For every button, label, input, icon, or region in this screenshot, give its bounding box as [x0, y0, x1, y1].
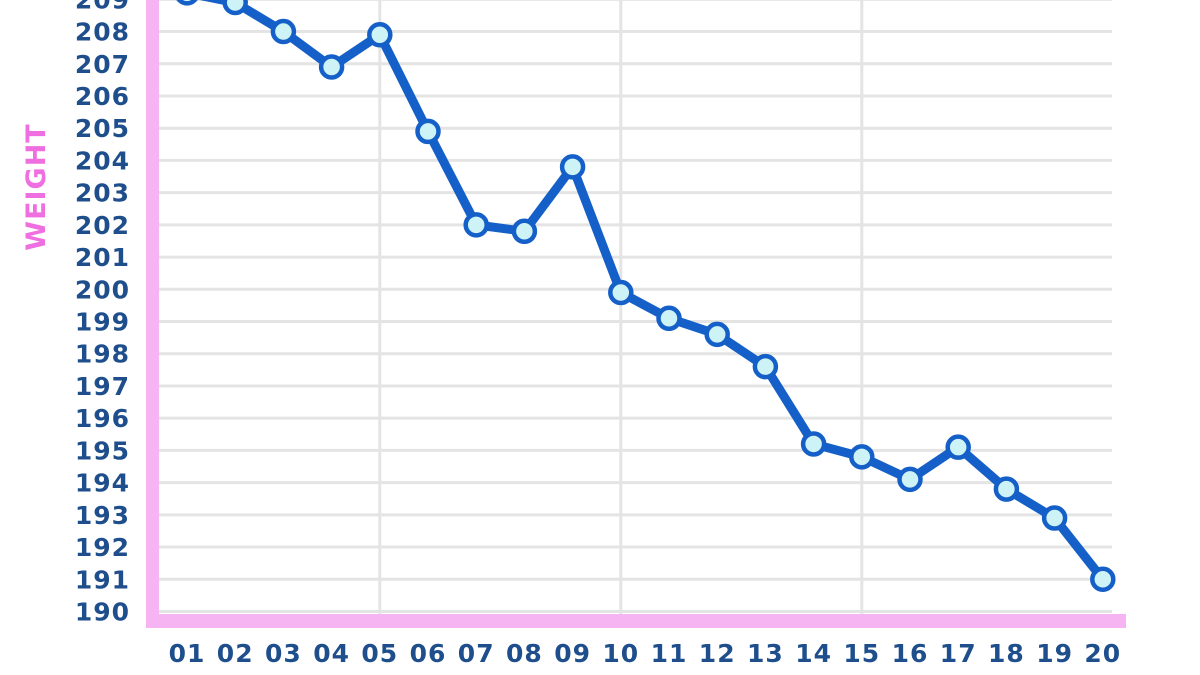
series-weight	[176, 0, 1116, 593]
y-tick-label: 207	[75, 50, 130, 79]
x-tick-label: 10	[602, 639, 639, 668]
data-point	[704, 321, 730, 348]
x-tick-label: 15	[843, 639, 880, 668]
y-tick-label: 204	[75, 146, 130, 175]
data-point	[222, 0, 248, 16]
data-point	[367, 22, 393, 48]
x-tick-label: 14	[795, 639, 832, 668]
y-tick-label: 208	[75, 18, 130, 47]
y-tick-label: 200	[75, 275, 130, 304]
x-tick-label: 11	[651, 639, 688, 668]
y-tick-labels: 190 191 192 193 194 195 196 197 198 199 200 201 202 2…	[75, 0, 130, 627]
axes	[146, 0, 1126, 628]
y-tick-label: 203	[75, 179, 130, 208]
x-tick-label: 06	[410, 639, 447, 668]
data-point	[608, 279, 634, 306]
x-tick-label: 17	[940, 639, 977, 668]
data-point	[752, 353, 779, 380]
data-point	[800, 431, 827, 457]
x-tick-label: 18	[988, 639, 1025, 668]
data-point	[1090, 566, 1116, 593]
x-tick-label: 02	[217, 639, 254, 668]
data-point	[993, 476, 1020, 502]
y-tick-label: 201	[75, 243, 130, 272]
y-tick-label: 193	[75, 501, 130, 530]
data-point	[897, 466, 923, 493]
y-tick-label: 190	[75, 598, 130, 627]
data-point	[849, 444, 875, 470]
x-tick-labels: 01 02 03 04 05 06 07 08 09 10 11 12 13 14 15 16 17 18 19 20	[169, 639, 1121, 668]
y-tick-label: 196	[75, 404, 130, 433]
y-axis-line	[146, 0, 159, 628]
y-tick-label: 206	[75, 82, 130, 111]
data-point	[270, 18, 297, 45]
y-tick-label: 197	[75, 372, 130, 401]
x-tick-label: 20	[1084, 639, 1121, 668]
data-point	[1041, 505, 1068, 531]
y-tick-label: 192	[75, 533, 130, 562]
data-point	[176, 0, 198, 6]
x-axis-line	[146, 614, 1126, 628]
x-tick-label: 19	[1036, 639, 1073, 668]
y-tick-label: 195	[75, 436, 130, 465]
y-tick-label: 199	[75, 308, 130, 337]
y-tick-label: 202	[75, 211, 130, 240]
x-tick-label: 04	[313, 639, 350, 668]
data-point	[463, 212, 489, 238]
y-tick-label: 209	[75, 0, 130, 14]
data-point	[945, 434, 971, 460]
x-tick-label: 01	[169, 639, 206, 668]
x-tick-label: 03	[265, 639, 302, 668]
data-point	[415, 118, 441, 145]
y-tick-label: 198	[75, 340, 130, 369]
y-axis-title: WEIGHT	[21, 123, 52, 250]
x-tick-label: 08	[506, 639, 543, 668]
x-tick-label: 16	[892, 639, 929, 668]
x-tick-label: 13	[747, 639, 784, 668]
x-tick-label: 12	[699, 639, 736, 668]
y-tick-label: 194	[75, 469, 130, 498]
data-point	[318, 54, 345, 80]
data-point	[559, 154, 586, 180]
x-tick-label: 07	[458, 639, 495, 668]
x-tick-label: 09	[554, 639, 591, 668]
x-tick-label: 05	[361, 639, 398, 668]
y-tick-label: 205	[75, 114, 130, 143]
y-tick-label: 191	[75, 565, 130, 594]
data-point	[511, 218, 538, 245]
grid-lines	[159, 0, 1112, 614]
data-point	[656, 305, 682, 332]
